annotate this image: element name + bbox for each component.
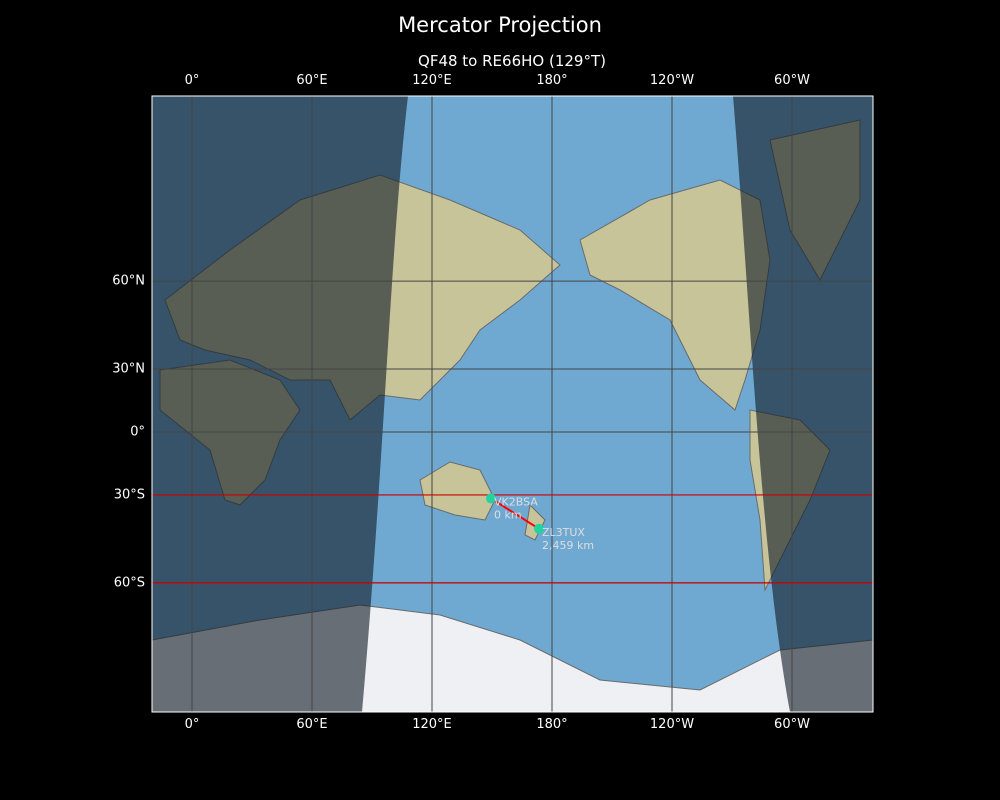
figure-title: Mercator Projection [398, 13, 602, 37]
x-tick-label: 120°E [412, 717, 452, 732]
x-tick-label: 120°W [649, 73, 695, 88]
y-tick-label: 30°N [112, 361, 145, 377]
route-path [490, 497, 540, 530]
station-marker [486, 493, 496, 504]
x-tick-label: 180° [536, 717, 568, 732]
station-marker [534, 523, 544, 534]
x-tick-label: 0° [184, 717, 200, 732]
station-distance: 0 km [494, 508, 522, 521]
x-tick-label: 60°E [296, 717, 328, 732]
x-tick-label: 120°W [649, 717, 695, 732]
map-subtitle: QF48 to RE66HO (129°T) [418, 52, 606, 70]
station-callsign: ZL3TUX [542, 526, 585, 539]
x-tick-label: 0° [184, 73, 200, 88]
y-tick-label: 30°S [113, 487, 145, 503]
x-tick-label: 60°W [774, 73, 810, 88]
australia [419, 461, 496, 521]
station-distance: 2,459 km [542, 539, 594, 552]
night-shade-east [733, 96, 873, 712]
y-tick-label: 0° [130, 424, 145, 440]
y-tick-label: 60°S [113, 575, 145, 591]
x-tick-label: 120°E [412, 73, 452, 88]
route-layer [486, 493, 544, 534]
station-callsign: VK2BSA [494, 495, 538, 508]
y-tick-label: 60°N [112, 273, 145, 289]
highlight-latitudes [152, 494, 873, 584]
night-shade-west [152, 96, 408, 712]
x-tick-label: 60°W [774, 717, 810, 732]
x-tick-label: 180° [536, 73, 568, 88]
map-frame [151, 95, 874, 713]
new-zealand [524, 503, 546, 541]
x-tick-label: 60°E [296, 73, 328, 88]
north-america [579, 179, 771, 411]
